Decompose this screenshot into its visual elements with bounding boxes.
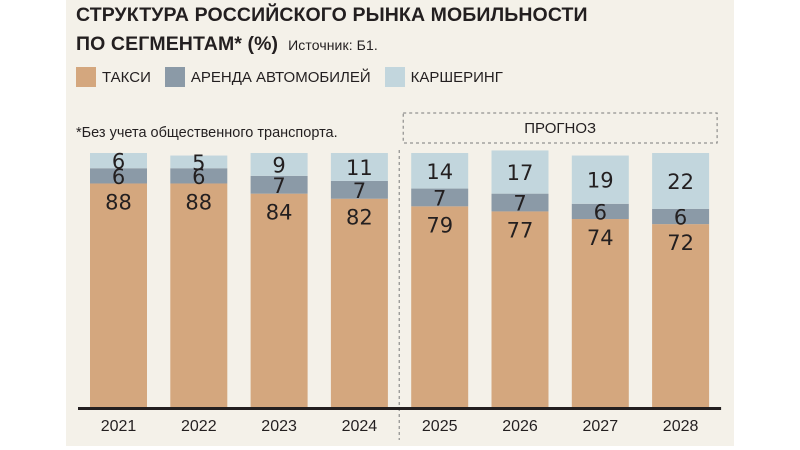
forecast-bracket — [402, 112, 718, 144]
data-label-carsharing-2026: 17 — [507, 161, 534, 185]
legend-label-rental: АРЕНДА АВТОМОБИЛЕЙ — [190, 68, 371, 86]
bar-segment-rental-2023 — [250, 175, 308, 194]
data-label-rental-2021: 6 — [112, 165, 125, 189]
data-label-taxi-2027: 74 — [587, 226, 614, 250]
x-tick-label-2024: 2024 — [342, 418, 378, 435]
data-label-rental-2028: 6 — [674, 206, 687, 230]
data-label-carsharing-2022: 5 — [192, 151, 205, 175]
x-tick-label-2023: 2023 — [261, 418, 297, 435]
bar-segment-taxi-2021 — [90, 183, 147, 407]
data-label-carsharing-2023: 9 — [272, 153, 285, 177]
data-label-taxi-2023: 84 — [266, 201, 293, 225]
bar-segment-carsharing-2026 — [491, 150, 549, 194]
x-tick-label-2026: 2026 — [502, 418, 538, 435]
bar-segment-carsharing-2022 — [170, 155, 228, 169]
x-tick-label-2028: 2028 — [663, 418, 699, 435]
legend-swatch-carsharing — [384, 67, 405, 87]
data-label-carsharing-2025: 14 — [426, 160, 453, 184]
data-label-carsharing-2021: 6 — [112, 150, 125, 174]
bar-segment-taxi-2026 — [491, 211, 549, 407]
bar-segment-taxi-2024 — [330, 198, 388, 407]
stacked-bar-chart: ПРОГНОЗ886620218865202284792023827112024… — [78, 112, 722, 440]
bar-segment-rental-2022 — [170, 168, 228, 184]
bar-segment-carsharing-2024 — [330, 153, 388, 181]
chart-title-line2: ПО СЕГМЕНТАМ* (%) Источник: Б1. — [76, 33, 378, 56]
data-label-rental-2026: 7 — [513, 192, 526, 216]
legend-item-carsharing: КАРШЕРИНГ — [384, 67, 503, 87]
bar-segment-rental-2026 — [491, 193, 549, 212]
bar-segment-rental-2025 — [411, 188, 469, 207]
data-label-taxi-2028: 72 — [667, 231, 694, 255]
legend-swatch-rental — [164, 67, 185, 87]
bar-segment-rental-2021 — [90, 168, 147, 184]
data-label-rental-2027: 6 — [594, 200, 607, 224]
legend-item-rental: АРЕНДА АВТОМОБИЛЕЙ — [164, 67, 371, 87]
data-label-taxi-2022: 88 — [185, 190, 212, 214]
data-label-carsharing-2027: 19 — [587, 169, 614, 193]
legend-item-taxi: ТАКСИ — [76, 67, 151, 87]
bar-segment-rental-2027 — [571, 203, 629, 220]
x-tick-label-2022: 2022 — [181, 418, 217, 435]
footnote: *Без учета общественного транспорта. — [76, 125, 338, 141]
data-label-taxi-2021: 88 — [105, 190, 132, 214]
chart-panel: СТРУКТУРА РОССИЙСКОГО РЫНКА МОБИЛЬНОСТИ … — [66, 0, 734, 446]
x-tick-label-2027: 2027 — [583, 418, 619, 435]
bar-segment-taxi-2027 — [571, 219, 629, 407]
chart-legend: ТАКСИ АРЕНДА АВТОМОБИЛЕЙ КАРШЕРИНГ — [76, 67, 517, 87]
bar-segment-carsharing-2028 — [652, 153, 710, 209]
legend-swatch-taxi — [76, 67, 96, 87]
bar-segment-carsharing-2023 — [250, 153, 308, 176]
x-tick-label-2021: 2021 — [101, 418, 137, 435]
data-label-taxi-2024: 82 — [346, 206, 373, 230]
bar-segment-taxi-2023 — [250, 193, 308, 407]
legend-label-taxi: ТАКСИ — [102, 68, 151, 86]
data-label-taxi-2025: 79 — [426, 213, 453, 237]
bar-segment-carsharing-2027 — [571, 155, 629, 204]
bar-segment-rental-2024 — [330, 180, 388, 199]
data-label-rental-2024: 7 — [353, 179, 366, 203]
chart-title: СТРУКТУРА РОССИЙСКОГО РЫНКА МОБИЛЬНОСТИ — [76, 4, 588, 26]
data-label-rental-2022: 6 — [192, 165, 205, 189]
legend-label-carsharing: КАРШЕРИНГ — [410, 68, 503, 86]
bar-segment-carsharing-2025 — [411, 153, 469, 189]
source-note: Источник: Б1. — [288, 37, 378, 53]
bar-segment-taxi-2022 — [170, 183, 228, 407]
data-label-carsharing-2024: 11 — [346, 156, 373, 180]
forecast-label: ПРОГНОЗ — [524, 120, 596, 137]
x-tick-label-2025: 2025 — [422, 418, 458, 435]
bar-segment-taxi-2025 — [411, 206, 469, 407]
chart-title-text: ПО СЕГМЕНТАМ* (%) — [76, 33, 279, 55]
data-label-taxi-2026: 77 — [507, 218, 534, 242]
data-label-rental-2023: 7 — [272, 174, 285, 198]
bar-segment-rental-2028 — [652, 208, 710, 225]
bar-segment-carsharing-2021 — [90, 153, 147, 169]
data-label-carsharing-2028: 22 — [667, 170, 694, 194]
bar-segment-taxi-2028 — [652, 224, 710, 407]
data-label-rental-2025: 7 — [433, 186, 446, 210]
